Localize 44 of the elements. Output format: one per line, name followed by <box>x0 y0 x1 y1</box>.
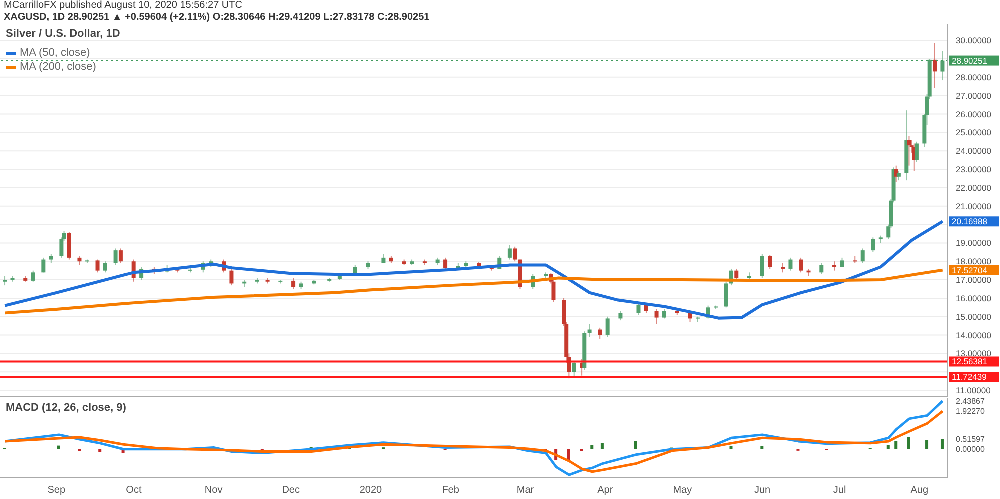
text: XAGUSD, 1D 28.90251 ▲ +0.59604 (+2.11%) O:28.30646 H:29.41209 L:27.83178 C:28.90251 <box>4 12 430 23</box>
y-tick-label: 15.00000 <box>956 312 992 322</box>
ref-line-label: 11.72439 <box>952 372 988 382</box>
y-tick-label: 0.00000 <box>956 445 986 454</box>
y-tick-label: 22.00000 <box>956 182 992 193</box>
y-tick-label: 2.43867 <box>956 397 986 406</box>
chart-title: Silver / U.S. Dollar, 1D <box>6 28 120 40</box>
data-label: 17.52704 <box>952 265 988 276</box>
legend-label: MA (200, close) <box>20 60 96 74</box>
y-tick-label: 0.51597 <box>956 435 986 444</box>
chart-title: MACD (12, 26, close, 9) <box>6 402 126 414</box>
x-tick-label: May <box>673 485 692 496</box>
y-tick-label: 27.00000 <box>956 90 992 101</box>
ref-line-label: 28.90251 <box>952 56 988 66</box>
x-tick-label: 2020 <box>360 485 383 496</box>
ref-line-label: 12.56381 <box>952 356 988 367</box>
y-tick-label: 26.00000 <box>956 109 992 120</box>
x-tick-label: Dec <box>282 485 300 496</box>
y-tick-label: 25.00000 <box>956 128 992 138</box>
x-tick-label: Jun <box>754 485 771 496</box>
legend-label: MA (50, close) <box>20 46 90 60</box>
y-tick-label: 13.00000 <box>956 348 992 359</box>
y-tick-label: 11.00000 <box>956 386 992 396</box>
y-tick-label: 16.00000 <box>956 293 992 304</box>
x-tick-label: Jul <box>833 485 846 496</box>
y-tick-label: 17.00000 <box>956 275 992 286</box>
x-tick-label: Mar <box>516 485 535 496</box>
y-tick-label: 21.00000 <box>956 201 992 212</box>
x-tick-label: Sep <box>48 485 66 496</box>
y-tick-label: 28.00000 <box>956 72 992 82</box>
y-tick-label: 14.00000 <box>956 330 992 340</box>
y-tick-label: 18.00000 <box>956 256 992 267</box>
y-tick-label: 24.00000 <box>956 146 992 156</box>
x-tick-label: Apr <box>598 485 614 496</box>
y-tick-label: 19.00000 <box>956 238 992 248</box>
x-tick-label: Oct <box>126 485 142 496</box>
data-label: 20.16988 <box>952 216 988 227</box>
x-tick-label: Aug <box>910 485 929 496</box>
y-tick-label: 23.00000 <box>956 164 992 175</box>
y-tick-label: 30.00000 <box>956 36 992 46</box>
x-tick-label: Feb <box>442 485 460 496</box>
x-tick-label: Nov <box>204 485 223 496</box>
y-tick-label: 1.92270 <box>956 407 986 416</box>
text: MCarrilloFX published August 10, 2020 15:56:27 UTC <box>4 0 242 11</box>
